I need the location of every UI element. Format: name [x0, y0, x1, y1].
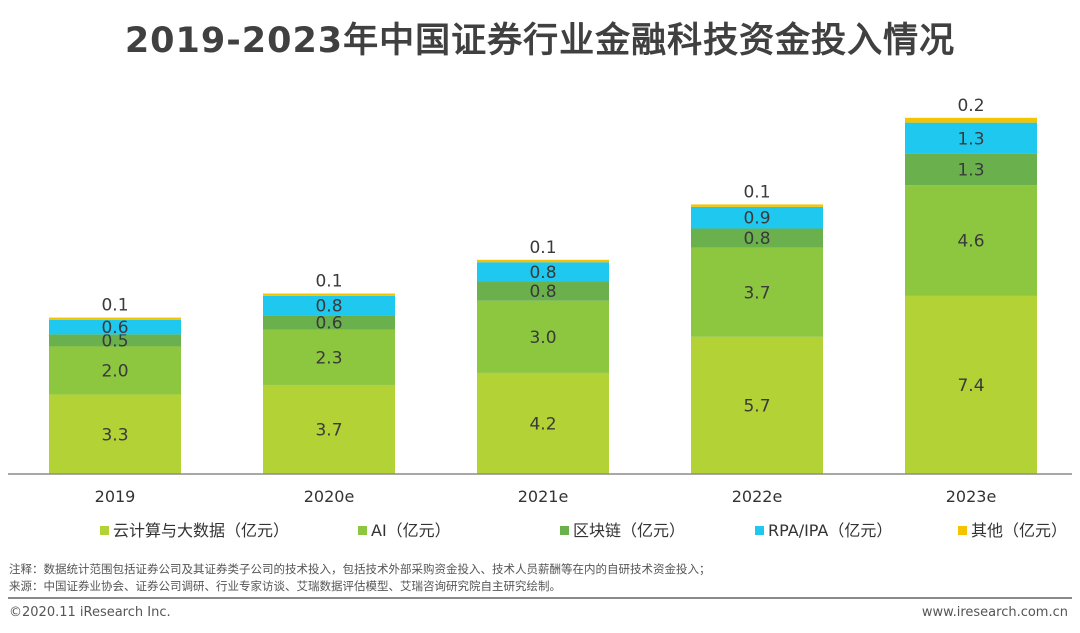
x-tick-labels: 2019 2020e 2021e 2022e 2023e — [95, 487, 997, 506]
data-label: 0.1 — [101, 296, 128, 316]
bar-segment — [905, 185, 1037, 296]
bar-segment — [263, 315, 395, 330]
bar-segment — [691, 206, 823, 229]
legend-label: AI（亿元） — [371, 521, 451, 540]
bar-segment — [49, 317, 181, 320]
bar-segment — [477, 259, 609, 263]
data-label: 0.1 — [529, 238, 556, 258]
legend-label: 云计算与大数据（亿元） — [113, 521, 289, 540]
copyright-text: ©2020.11 iResearch Inc. — [9, 605, 171, 620]
bar-segment — [691, 336, 823, 474]
bar-segment — [691, 247, 823, 337]
bars-group: 3.32.00.50.60.13.72.30.60.80.14.23.00.80… — [49, 96, 1037, 474]
legend-label: RPA/IPA（亿元） — [768, 521, 892, 540]
data-label: 0.8 — [529, 282, 556, 302]
bar-segment — [477, 281, 609, 301]
legend-swatch — [100, 526, 109, 535]
x-tick-label: 2021e — [518, 487, 569, 506]
bar-segment — [49, 319, 181, 335]
bar-segment — [49, 334, 181, 347]
bar-segment — [477, 262, 609, 282]
bar-segment — [263, 293, 395, 296]
x-tick-label: 2019 — [95, 487, 136, 506]
bar-segment — [691, 204, 823, 207]
data-label: 0.8 — [743, 229, 770, 249]
legend: 云计算与大数据（亿元） AI（亿元） 区块链（亿元） RPA/IPA（亿元） 其他（亿元… — [100, 521, 1067, 540]
data-label: 2.3 — [315, 348, 342, 368]
data-label: 2.0 — [101, 362, 128, 382]
x-tick-label: 2023e — [946, 487, 997, 506]
chart-title: 2019-2023年中国证券行业金融科技资金投入情况 — [124, 21, 956, 61]
data-label: 0.8 — [315, 297, 342, 317]
bar-segment — [905, 295, 1037, 474]
data-label: 3.7 — [315, 420, 342, 440]
data-label: 0.8 — [529, 263, 556, 283]
bar-segment — [49, 394, 181, 474]
data-label: 0.5 — [101, 331, 128, 351]
data-label: 0.1 — [743, 182, 770, 202]
bar-segment — [905, 122, 1037, 154]
bar-segment — [905, 153, 1037, 186]
legend-swatch — [560, 526, 569, 535]
legend-label: 其他（亿元） — [971, 521, 1067, 540]
data-label: 0.6 — [101, 318, 128, 338]
chart-source: 来源：中国证券业协会、证券公司调研、行业专家访谈、艾瑞数据评估模型、艾瑞咨询研究… — [9, 579, 561, 593]
data-label: 3.7 — [743, 283, 770, 303]
website-text: www.iresearch.com.cn — [921, 605, 1068, 620]
data-label: 0.6 — [315, 313, 342, 333]
stacked-bar-chart: 3.32.00.50.60.13.72.30.60.80.14.23.00.80… — [8, 96, 1072, 540]
legend-label: 区块链（亿元） — [573, 521, 685, 540]
bar-segment — [477, 300, 609, 373]
bar-segment — [477, 372, 609, 474]
chart-note: 注释：数据统计范围包括证券公司及其证券类子公司的技术投入，包括技术外部采购资金投… — [9, 562, 711, 576]
x-tick-label: 2022e — [732, 487, 783, 506]
data-label: 3.3 — [101, 425, 128, 445]
data-label: 7.4 — [957, 376, 984, 396]
data-label: 0.1 — [315, 272, 342, 292]
legend-swatch — [358, 526, 367, 535]
footer-divider — [8, 597, 1072, 599]
bar-segment — [49, 346, 181, 395]
data-label: 3.0 — [529, 328, 556, 348]
legend-swatch — [958, 526, 967, 535]
data-label: 0.9 — [743, 209, 770, 229]
data-label: 4.6 — [957, 232, 984, 252]
data-label: 5.7 — [743, 396, 770, 416]
data-label: 0.2 — [957, 96, 984, 116]
bar-segment — [263, 384, 395, 474]
bar-segment — [263, 295, 395, 316]
x-tick-label: 2020e — [304, 487, 355, 506]
data-label: 1.3 — [957, 129, 984, 149]
data-label: 4.2 — [529, 414, 556, 434]
bar-segment — [263, 329, 395, 385]
bar-segment — [905, 117, 1037, 123]
bar-segment — [691, 228, 823, 248]
legend-swatch — [755, 526, 764, 535]
data-label: 1.3 — [957, 161, 984, 181]
